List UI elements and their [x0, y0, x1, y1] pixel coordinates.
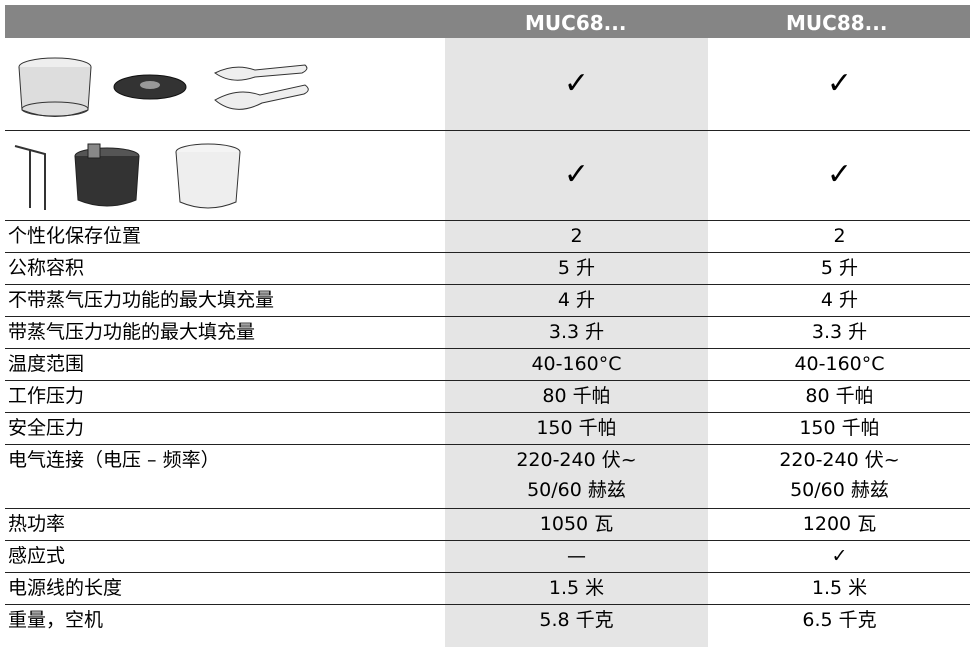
cell-value: —: [567, 545, 586, 567]
row-separator: [5, 508, 970, 509]
row-label: 热功率: [8, 513, 66, 535]
cell-value: 2: [570, 225, 583, 247]
row-separator: [5, 380, 970, 381]
row-separator: [5, 130, 970, 131]
check-mark: ✓: [563, 157, 590, 192]
row-label: 温度范围: [8, 353, 85, 375]
cell-value: 1050 瓦: [539, 513, 614, 535]
column-shade: [445, 38, 708, 647]
row-label: 工作压力: [8, 385, 85, 407]
cell-value: 40-160°C: [531, 353, 622, 375]
cell-value: 50/60 赫兹: [527, 479, 626, 501]
cell-value: 150 千帕: [799, 417, 880, 439]
cell-value: 220-240 伏~: [779, 449, 900, 471]
cell-value: 3.3 升: [548, 321, 605, 343]
row-separator: [5, 252, 970, 253]
cell-value: 40-160°C: [794, 353, 885, 375]
row-separator: [5, 444, 970, 445]
row-label: 不带蒸气压力功能的最大填充量: [8, 289, 275, 311]
check-mark: ✓: [826, 66, 853, 101]
row-separator: [5, 572, 970, 573]
cell-value: 150 千帕: [536, 417, 617, 439]
header-model: MUC88...: [786, 11, 888, 35]
row-label: 公称容积: [8, 257, 85, 279]
accessories-icons-1: [18, 57, 309, 117]
cell-value: 4 升: [820, 289, 859, 311]
row-label: 电气连接（电压 – 频率）: [8, 449, 220, 471]
cell-value: 80 千帕: [542, 385, 611, 407]
row-separator: [5, 316, 970, 317]
row-separator: [5, 220, 970, 221]
cell-value: 50/60 赫兹: [790, 479, 889, 501]
cell-value: 5.8 千克: [539, 609, 614, 631]
row-label: 个性化保存位置: [8, 225, 142, 247]
row-separator: [5, 348, 970, 349]
cell-value: 2: [833, 225, 846, 247]
check-mark: ✓: [826, 157, 853, 192]
row-label: 电源线的长度: [8, 577, 123, 599]
cell-value: 80 千帕: [805, 385, 874, 407]
cell-value: 1200 瓦: [802, 513, 877, 535]
row-separator: [5, 540, 970, 541]
cell-value: 3.3 升: [811, 321, 868, 343]
accessories-icons-2: [14, 143, 241, 210]
cell-value: 1.5 米: [811, 577, 868, 599]
row-label: 安全压力: [8, 417, 85, 439]
header-model: MUC68...: [525, 11, 627, 35]
cell-value: 5 升: [557, 257, 596, 279]
header-bar: [5, 5, 970, 38]
row-separator: [5, 284, 970, 285]
row-label: 重量，空机: [8, 609, 104, 631]
row-separator: [5, 604, 970, 605]
cell-value: 5 升: [820, 257, 859, 279]
cell-value: 6.5 千克: [802, 609, 877, 631]
cell-value: 4 升: [557, 289, 596, 311]
row-label: 带蒸气压力功能的最大填充量: [8, 321, 256, 343]
cell-value: ✓: [831, 545, 848, 567]
row-separator: [5, 412, 970, 413]
row-label: 感应式: [8, 545, 66, 567]
cell-value: 1.5 米: [548, 577, 605, 599]
check-mark: ✓: [563, 66, 590, 101]
cell-value: 220-240 伏~: [516, 449, 637, 471]
